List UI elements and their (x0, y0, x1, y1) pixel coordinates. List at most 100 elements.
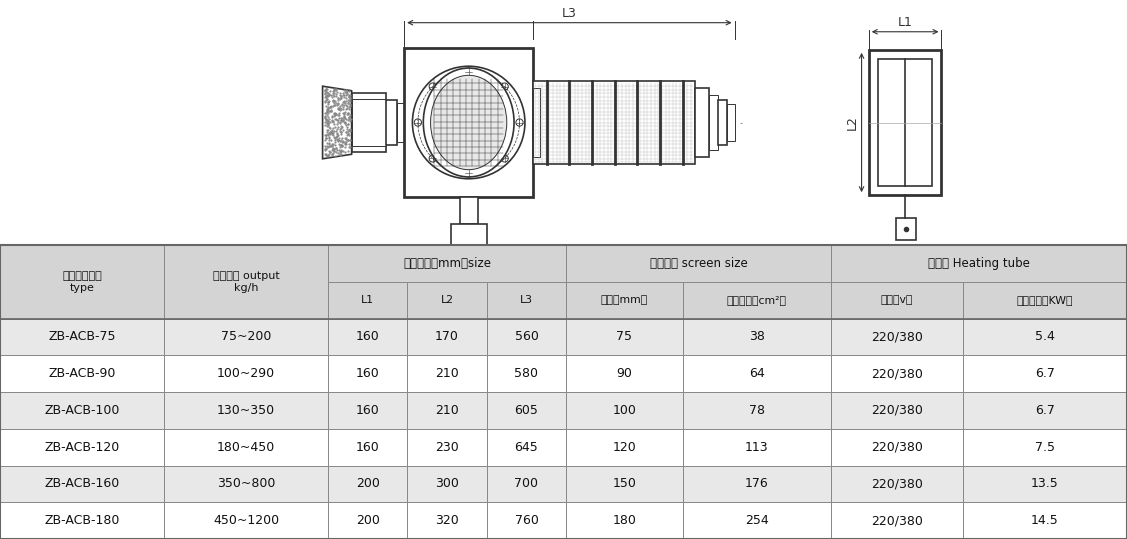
Bar (709, 95, 718, 150)
Text: 210: 210 (435, 367, 459, 380)
Ellipse shape (424, 68, 514, 177)
Bar (165, 355, 328, 392)
Bar (962, 466, 1127, 502)
Text: 200: 200 (356, 514, 380, 527)
Text: 13.5: 13.5 (1031, 478, 1059, 490)
Text: 滤网尺寸 screen size: 滤网尺寸 screen size (649, 257, 747, 270)
Text: 230: 230 (435, 440, 459, 454)
Text: ZB-ACB-100: ZB-ACB-100 (44, 404, 119, 417)
Text: ZB-ACB-90: ZB-ACB-90 (48, 367, 116, 380)
Text: 176: 176 (745, 478, 769, 490)
Circle shape (465, 170, 472, 177)
Bar (683, 502, 831, 539)
Bar (533, 88, 540, 157)
Text: 100~290: 100~290 (218, 367, 275, 380)
Text: 6.7: 6.7 (1035, 367, 1055, 380)
Bar (566, 502, 683, 539)
Bar (566, 466, 683, 502)
Text: 75~200: 75~200 (221, 330, 272, 343)
Text: 645: 645 (515, 440, 539, 454)
Bar (831, 392, 962, 429)
Circle shape (502, 155, 508, 162)
Text: 宽度（mm）: 宽度（mm） (601, 295, 648, 305)
Bar (0, 392, 165, 429)
Text: 过滤面积（cm²）: 过滤面积（cm²） (727, 295, 787, 305)
Bar (566, 319, 683, 355)
Bar (683, 319, 831, 355)
Bar (487, 319, 566, 355)
Bar (831, 466, 962, 502)
Text: 100: 100 (612, 404, 637, 417)
Bar (683, 282, 831, 319)
Text: 180: 180 (612, 514, 637, 527)
Text: 220/380: 220/380 (871, 367, 923, 380)
Circle shape (429, 83, 436, 90)
Text: 7.5: 7.5 (1035, 440, 1055, 454)
Bar (487, 502, 566, 539)
Bar (352, 93, 387, 151)
Bar (165, 466, 328, 502)
Text: 220/380: 220/380 (871, 404, 923, 417)
Text: 75: 75 (616, 330, 632, 343)
Text: 300: 300 (435, 478, 459, 490)
Bar (405, 48, 533, 197)
Bar (328, 392, 408, 429)
Circle shape (465, 68, 472, 75)
Polygon shape (322, 86, 352, 159)
Bar (165, 392, 328, 429)
Text: 150: 150 (612, 478, 637, 490)
Text: L3: L3 (562, 7, 577, 20)
Bar (962, 319, 1127, 355)
Text: 220/380: 220/380 (871, 514, 923, 527)
Bar (727, 105, 735, 141)
Text: 120: 120 (612, 440, 637, 454)
Text: 14.5: 14.5 (1031, 514, 1059, 527)
Bar (408, 355, 487, 392)
Ellipse shape (431, 75, 507, 170)
Text: BAITE: BAITE (1018, 510, 1082, 529)
Text: 220/380: 220/380 (871, 330, 923, 343)
Circle shape (415, 119, 421, 126)
Bar (451, 224, 487, 250)
Bar (831, 245, 1127, 282)
Text: 210: 210 (435, 404, 459, 417)
Text: 200: 200 (356, 478, 380, 490)
Bar (487, 355, 566, 392)
Bar (962, 429, 1127, 466)
Bar (328, 466, 408, 502)
Text: 170: 170 (435, 330, 459, 343)
Bar (896, 218, 916, 240)
Text: 160: 160 (356, 330, 380, 343)
Bar (408, 502, 487, 539)
Bar (408, 319, 487, 355)
Text: 加热功率（KW）: 加热功率（KW） (1017, 295, 1073, 305)
Bar (0, 245, 165, 319)
Text: L2: L2 (846, 115, 859, 130)
Text: ZB-ACB-180: ZB-ACB-180 (44, 514, 119, 527)
Bar (487, 392, 566, 429)
Circle shape (502, 83, 508, 90)
Text: ZB-ACB-160: ZB-ACB-160 (44, 478, 119, 490)
Text: 113: 113 (745, 440, 769, 454)
Bar (718, 100, 727, 145)
Text: 180~450: 180~450 (216, 440, 275, 454)
Bar (683, 355, 831, 392)
Bar (566, 282, 683, 319)
Bar (487, 466, 566, 502)
Text: 350~800: 350~800 (216, 478, 275, 490)
Bar (328, 355, 408, 392)
Text: 64: 64 (748, 367, 764, 380)
Bar (328, 502, 408, 539)
Bar (328, 319, 408, 355)
Bar (352, 99, 387, 146)
Bar (408, 429, 487, 466)
Bar (165, 429, 328, 466)
Text: 220/380: 220/380 (871, 440, 923, 454)
Bar (0, 466, 165, 502)
Bar (683, 429, 831, 466)
Bar (962, 282, 1127, 319)
Text: 130~350: 130~350 (218, 404, 275, 417)
Bar (694, 88, 709, 157)
Text: L1: L1 (898, 16, 913, 29)
Text: L2: L2 (441, 295, 453, 305)
